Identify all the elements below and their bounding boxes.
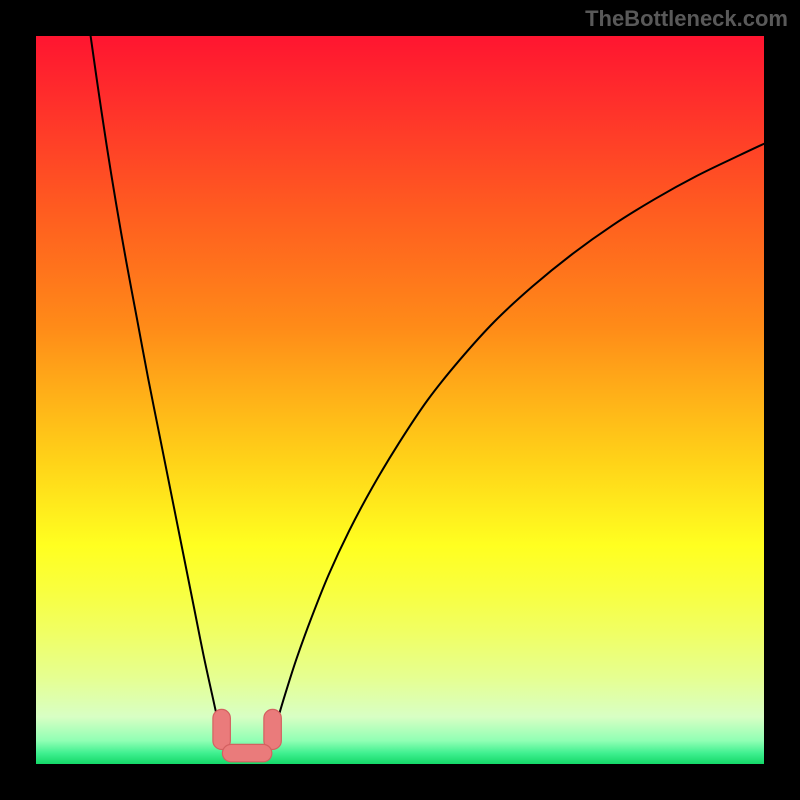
plot-svg	[36, 36, 764, 764]
marker-v-0	[213, 709, 230, 749]
watermark-text: TheBottleneck.com	[585, 6, 788, 32]
marker-v-1	[264, 709, 281, 749]
chart-container: TheBottleneck.com	[0, 0, 800, 800]
gradient-background	[36, 36, 764, 764]
marker-h	[222, 744, 271, 761]
plot-area	[36, 36, 764, 764]
